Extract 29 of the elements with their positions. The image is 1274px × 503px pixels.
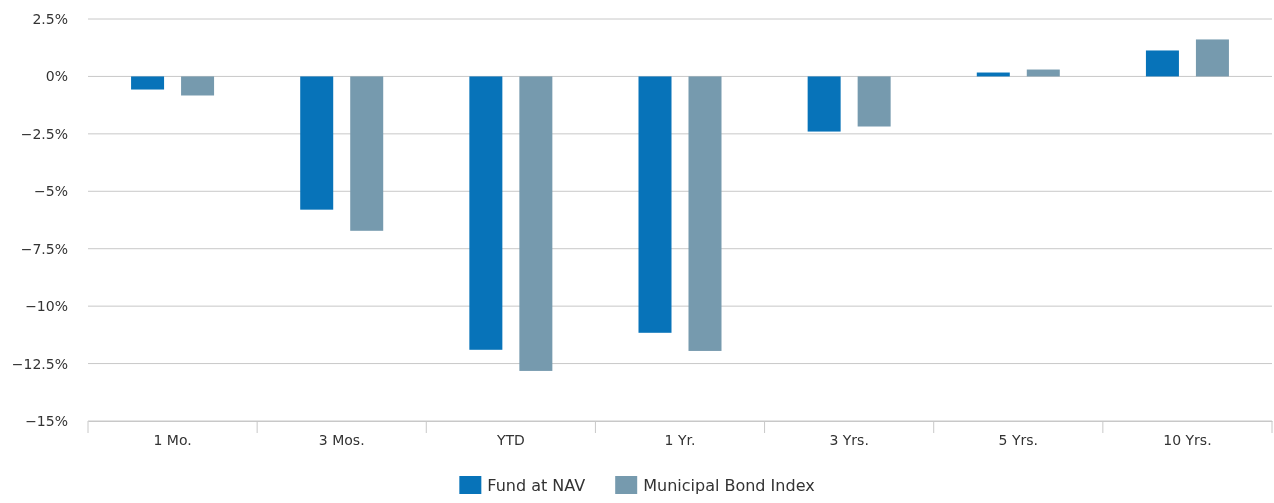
y-tick-label: −7.5% bbox=[20, 240, 68, 257]
x-tick-label: 10 Yrs. bbox=[1163, 431, 1212, 448]
legend-label: Municipal Bond Index bbox=[643, 476, 815, 495]
y-tick-label: 2.5% bbox=[32, 10, 68, 27]
y-tick-label: −10% bbox=[25, 298, 68, 315]
legend-label: Fund at NAV bbox=[487, 476, 586, 495]
bar bbox=[857, 76, 891, 127]
bar bbox=[519, 76, 553, 371]
bar bbox=[638, 76, 672, 333]
x-tick-label: 5 Yrs. bbox=[998, 431, 1038, 448]
y-tick-label: −2.5% bbox=[20, 125, 68, 142]
x-tick-label: 3 Yrs. bbox=[829, 431, 869, 448]
bar bbox=[350, 76, 384, 231]
y-tick-label: −12.5% bbox=[11, 355, 68, 372]
y-tick-label: −15% bbox=[25, 412, 68, 429]
bar bbox=[181, 76, 215, 96]
y-tick-label: −5% bbox=[34, 183, 68, 200]
x-tick-label: YTD bbox=[495, 431, 525, 448]
bar bbox=[1145, 50, 1179, 77]
x-tick-label: 1 Mo. bbox=[153, 431, 192, 448]
bar bbox=[1195, 39, 1229, 77]
x-tick-label: 1 Yr. bbox=[664, 431, 696, 448]
bar bbox=[469, 76, 503, 350]
y-tick-label: 0% bbox=[45, 68, 68, 85]
bar bbox=[688, 76, 722, 351]
bar bbox=[807, 76, 841, 132]
bar bbox=[300, 76, 334, 210]
bar bbox=[131, 76, 165, 90]
x-tick-label: 3 Mos. bbox=[318, 431, 365, 448]
